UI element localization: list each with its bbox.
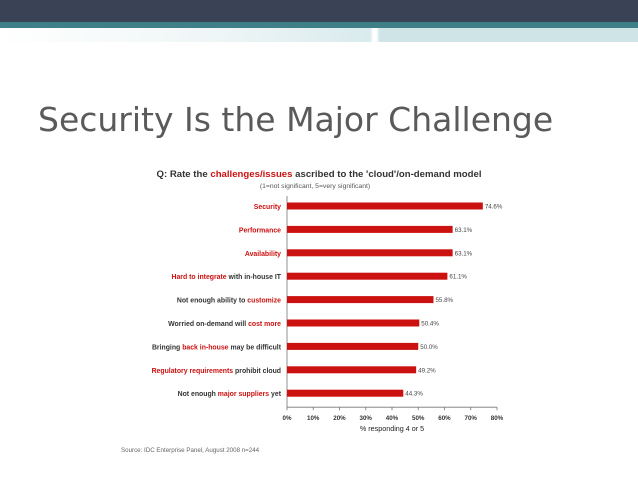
x-tick-label: 60% (438, 415, 451, 422)
bar (287, 296, 434, 304)
x-tick-label: 0% (283, 415, 292, 422)
category-label: Not enough ability to customize (177, 298, 281, 305)
header-band-teal (0, 22, 638, 28)
x-tick-label: 80% (491, 415, 504, 422)
value-label: 61.1% (449, 274, 467, 281)
bar (287, 225, 453, 233)
x-tick-label: 10% (307, 415, 320, 422)
bar (287, 319, 420, 327)
x-tick-label: 70% (465, 415, 478, 422)
chart-subtitle: (1=not significant, 5=very significant) (260, 183, 370, 190)
bar (287, 202, 483, 210)
value-label: 55.8% (435, 297, 453, 304)
category-label: Regulatory requirements prohibit cloud (152, 368, 281, 375)
category-label: Availability (245, 251, 281, 258)
value-label: 50.0% (420, 344, 438, 351)
category-label: Worried on-demand will cost more (168, 321, 281, 328)
slide-title: Security Is the Major Challenge (38, 100, 554, 139)
source-note: Source: IDC Enterprise Panel, August 200… (121, 447, 260, 454)
value-label: 74.6% (485, 204, 503, 211)
category-label: Hard to integrate with in-house IT (172, 274, 282, 281)
value-label: 49.2% (418, 367, 436, 374)
value-label: 44.3% (405, 391, 423, 398)
value-label: 63.1% (455, 227, 473, 234)
category-label: Not enough major suppliers yet (178, 391, 282, 398)
x-tick-label: 40% (386, 415, 399, 422)
chart-image: Q: Rate the challenges/issues ascribed t… (117, 160, 521, 460)
bar (287, 272, 448, 280)
x-tick-label: 30% (360, 415, 373, 422)
bar (287, 249, 453, 257)
category-label: Performance (239, 227, 281, 234)
bar (287, 366, 417, 374)
bar (287, 342, 419, 350)
x-tick-label: 50% (412, 415, 425, 422)
chart-title: Q: Rate the challenges/issues ascribed t… (157, 169, 482, 180)
header-band-light (0, 28, 638, 42)
x-tick-label: 20% (333, 415, 346, 422)
category-label: Bringing back in-house may be difficult (152, 344, 282, 351)
x-axis-label: % responding 4 or 5 (360, 424, 424, 433)
bar (287, 389, 404, 397)
header-band-dark (0, 0, 638, 22)
bar-chart: Q: Rate the challenges/issues ascribed t… (121, 169, 504, 454)
category-label: Security (254, 204, 281, 211)
value-label: 50.4% (421, 321, 439, 328)
value-label: 63.1% (455, 250, 473, 257)
